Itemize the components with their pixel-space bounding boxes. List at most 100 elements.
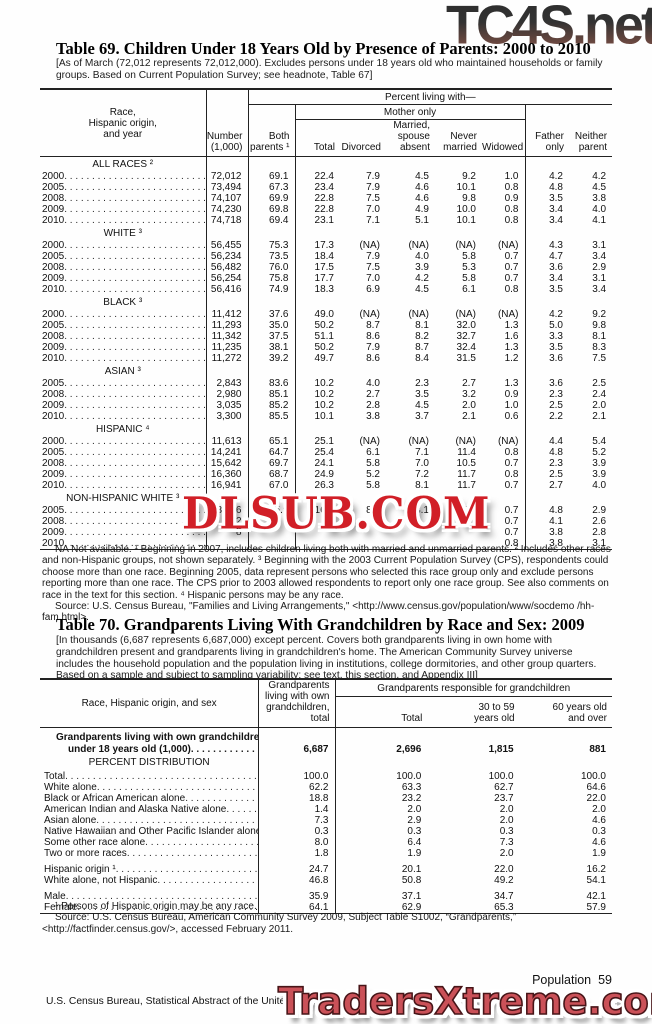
cell: 2.1 bbox=[462, 411, 476, 422]
cell: 24.1 bbox=[314, 458, 334, 469]
row-label: Native Hawaiian and Other Pacific Island… bbox=[40, 826, 260, 837]
row-label-text: 2000 bbox=[42, 309, 65, 320]
cell: 2.9 bbox=[592, 262, 607, 273]
cell bbox=[435, 295, 482, 309]
cell: 50.2 bbox=[314, 320, 334, 331]
leader-dots bbox=[157, 875, 257, 886]
page-number: Population 59 bbox=[532, 973, 612, 987]
cell: 3.9 bbox=[592, 458, 607, 469]
row-label-text: Some other race alone bbox=[44, 837, 146, 848]
group-label: HISPANIC ⁴ bbox=[40, 422, 207, 436]
cell: 2.0 bbox=[462, 400, 476, 411]
leader-dots bbox=[64, 411, 205, 422]
cell bbox=[248, 527, 296, 538]
cell: 68.7 bbox=[248, 469, 296, 480]
cell: 3.8 bbox=[549, 538, 563, 549]
cell bbox=[340, 226, 386, 240]
cell: (NA) bbox=[359, 309, 380, 320]
cell: 7.2 bbox=[415, 469, 429, 480]
cell bbox=[206, 364, 249, 378]
cell: 62.2 bbox=[258, 782, 336, 793]
cell: 4.3 bbox=[549, 240, 563, 251]
cell: 4.0 bbox=[592, 204, 607, 215]
cell: 34.7 bbox=[494, 891, 514, 902]
cell: 100.0 bbox=[488, 771, 514, 782]
cell: 2.7 bbox=[549, 480, 563, 491]
leader-dots bbox=[64, 389, 205, 400]
table70-notes: ¹ Persons of Hispanic origin may be any … bbox=[42, 901, 620, 935]
column-header-widowed: Widowed bbox=[482, 119, 526, 157]
watermark-tc4s: TC4S.net bbox=[446, 0, 652, 57]
cell: 10.1 bbox=[456, 182, 476, 193]
cell bbox=[525, 422, 569, 436]
cell: 8.1 bbox=[592, 331, 607, 342]
row-label-text: 2008 bbox=[42, 516, 65, 527]
cell: (NA) bbox=[359, 240, 380, 251]
row-label-text: 2009 bbox=[42, 400, 65, 411]
cell bbox=[248, 295, 296, 309]
row-label: 2005 bbox=[40, 182, 207, 193]
cell bbox=[248, 364, 296, 378]
cell: 2,980 bbox=[206, 389, 249, 400]
cell: 2.3 bbox=[549, 458, 563, 469]
cell: 1.4 bbox=[258, 804, 336, 815]
row-label: Male bbox=[40, 886, 260, 902]
cell: 5.8 bbox=[462, 251, 476, 262]
cell: 7.5 bbox=[592, 353, 607, 364]
cell: 73,494 bbox=[206, 182, 249, 193]
cell bbox=[386, 422, 435, 436]
cell: 0.8 bbox=[482, 447, 526, 458]
table69-footnote: NA Not available. ¹ Beginning in 2007, i… bbox=[42, 544, 611, 601]
table-row: 2010 0.8 3.8 3.1 bbox=[40, 538, 612, 550]
cell: 35.9 bbox=[258, 886, 336, 902]
cell bbox=[482, 295, 526, 309]
cell bbox=[295, 364, 340, 378]
cell bbox=[295, 157, 340, 172]
cell: 11,613 bbox=[206, 436, 249, 447]
cell: 1.9 bbox=[407, 848, 422, 859]
cell: 35.0 bbox=[248, 320, 296, 331]
table-row: White alone, not Hispanic 46.8 50.8 49.2 54.… bbox=[40, 875, 612, 886]
cell: 65.3 bbox=[494, 902, 514, 913]
cell: 3.7 bbox=[415, 411, 429, 422]
cell: 1,815 bbox=[488, 744, 514, 755]
row-label: White alone, not Hispanic bbox=[40, 875, 260, 886]
cell: 11,272 bbox=[206, 353, 249, 364]
cell: (NA) bbox=[482, 436, 526, 447]
cell: 42.1 bbox=[586, 891, 606, 902]
cell: 3.9 bbox=[592, 469, 607, 480]
row-label-text: 2005 bbox=[42, 320, 65, 331]
cell: 4.9 bbox=[415, 204, 429, 215]
cell bbox=[525, 364, 569, 378]
cell: 2.7 bbox=[366, 389, 380, 400]
cell bbox=[482, 364, 526, 378]
cell bbox=[569, 295, 612, 309]
row-label-text: 2000 bbox=[42, 240, 65, 251]
cell bbox=[206, 422, 249, 436]
leader-dots bbox=[64, 378, 205, 389]
row-label-text: 2000 bbox=[42, 171, 65, 182]
cell: 18.4 bbox=[314, 251, 334, 262]
cell: (NA) bbox=[455, 240, 476, 251]
cell: 0.7 bbox=[482, 505, 526, 516]
cell: 37.1 bbox=[401, 891, 422, 902]
cell: 69.1 bbox=[248, 171, 296, 182]
cell: 85.2 bbox=[248, 400, 296, 411]
row-label: Hispanic origin ¹ bbox=[40, 859, 260, 875]
cell: 1.2 bbox=[482, 353, 526, 364]
cell bbox=[248, 156, 296, 171]
cell: 10.2 bbox=[314, 389, 334, 400]
row-label-text: 2005 bbox=[42, 378, 65, 389]
cell: 32.0 bbox=[456, 320, 476, 331]
cell: 5.1 bbox=[415, 215, 429, 226]
group-label: NON-HISPANIC WHITE ³ bbox=[40, 491, 207, 505]
cell: 37.5 bbox=[248, 331, 296, 342]
cell: 3.4 bbox=[592, 251, 607, 262]
cell bbox=[569, 364, 612, 378]
cell: 1.3 bbox=[482, 378, 526, 389]
cell: 2.0 bbox=[499, 815, 514, 826]
